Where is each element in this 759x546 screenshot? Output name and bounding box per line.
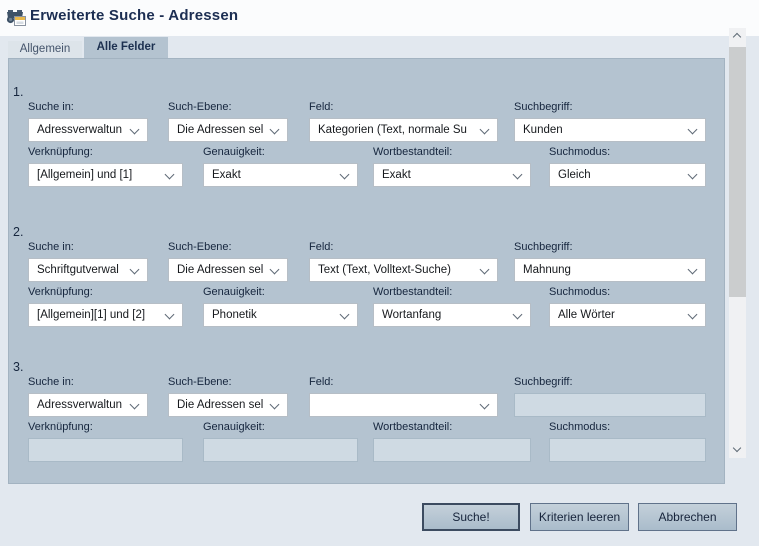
- wortbestandteil-label: Wortbestandteil:: [373, 421, 453, 433]
- suchbegriff-label: Suchbegriff:: [514, 241, 573, 253]
- verknuepfung-label: Verknüpfung:: [28, 146, 93, 158]
- verknuepfung-select[interactable]: [Allgemein][1] und [2]: [28, 303, 183, 327]
- suchbegriff-combobox[interactable]: Kunden: [514, 118, 706, 142]
- dialog-title: Erweiterte Suche - Adressen: [30, 7, 239, 24]
- chevron-down-icon: [129, 264, 140, 275]
- chevron-down-icon: [479, 124, 490, 135]
- chevron-down-icon: [269, 124, 280, 135]
- section-number: 3.: [13, 360, 24, 374]
- genauigkeit-label: Genauigkeit:: [203, 286, 265, 298]
- criteria-section-2: 2. Suche in: Schriftgutverwal Such-Ebene…: [9, 225, 724, 335]
- verknuepfung-field-disabled: [28, 438, 183, 462]
- tab-allgemein[interactable]: Allgemein: [8, 41, 82, 58]
- wortbestandteil-field-disabled: [373, 438, 531, 462]
- such-ebene-select[interactable]: Die Adressen sel: [168, 393, 288, 417]
- such-ebene-select[interactable]: Die Adressen sel: [168, 118, 288, 142]
- suchbegriff-label: Suchbegriff:: [514, 376, 573, 388]
- suchbegriff-label: Suchbegriff:: [514, 101, 573, 113]
- chevron-down-icon: [269, 399, 280, 410]
- chevron-down-icon: [687, 169, 698, 180]
- kriterien-leeren-button[interactable]: Kriterien leeren: [530, 503, 629, 531]
- suchmodus-select[interactable]: Gleich: [549, 163, 706, 187]
- chevron-down-icon: [164, 169, 175, 180]
- wortbestandteil-label: Wortbestandteil:: [373, 146, 453, 158]
- abbrechen-button[interactable]: Abbrechen: [638, 503, 737, 531]
- scrollbar-thumb[interactable]: [729, 47, 746, 297]
- such-ebene-select[interactable]: Die Adressen sel: [168, 258, 288, 282]
- suchmodus-label: Suchmodus:: [549, 286, 611, 298]
- feld-select[interactable]: Kategorien (Text, normale Su: [309, 118, 498, 142]
- search-addresses-icon: [6, 10, 26, 26]
- wortbestandteil-label: Wortbestandteil:: [373, 286, 453, 298]
- such-ebene-label: Such-Ebene:: [168, 376, 232, 388]
- suche-in-select[interactable]: Adressverwaltun: [28, 118, 148, 142]
- such-ebene-label: Such-Ebene:: [168, 101, 232, 113]
- criteria-section-1: 1. Suche in: Adressverwaltun Such-Ebene:…: [9, 85, 724, 195]
- scroll-down-button[interactable]: [729, 442, 746, 458]
- chevron-down-icon: [687, 124, 698, 135]
- suche-in-select[interactable]: Adressverwaltun: [28, 393, 148, 417]
- such-ebene-label: Such-Ebene:: [168, 241, 232, 253]
- dialog-header: Erweiterte Suche - Adressen: [0, 0, 759, 36]
- suche-button[interactable]: Suche!: [422, 503, 520, 531]
- section-number: 2.: [13, 225, 24, 239]
- feld-label: Feld:: [309, 376, 334, 388]
- suchmodus-label: Suchmodus:: [549, 146, 611, 158]
- chevron-down-icon: [687, 264, 698, 275]
- wortbestandteil-select[interactable]: Wortanfang: [373, 303, 531, 327]
- suchbegriff-combobox[interactable]: Mahnung: [514, 258, 706, 282]
- section-number: 1.: [13, 85, 24, 99]
- genauigkeit-field-disabled: [203, 438, 358, 462]
- chevron-down-icon: [687, 309, 698, 320]
- chevron-down-icon: [339, 169, 350, 180]
- feld-select[interactable]: Text (Text, Volltext-Suche): [309, 258, 498, 282]
- vertical-scrollbar[interactable]: [729, 28, 746, 458]
- suchbegriff-field-disabled: [514, 393, 706, 417]
- chevron-down-icon: [479, 399, 490, 410]
- suche-in-label: Suche in:: [28, 376, 74, 388]
- feld-label: Feld:: [309, 241, 334, 253]
- genauigkeit-label: Genauigkeit:: [203, 146, 265, 158]
- chevron-down-icon: [269, 264, 280, 275]
- suchmodus-label: Suchmodus:: [549, 421, 611, 433]
- search-criteria-panel: 1. Suche in: Adressverwaltun Such-Ebene:…: [8, 58, 725, 484]
- feld-label: Feld:: [309, 101, 334, 113]
- suche-in-select[interactable]: Schriftgutverwal: [28, 258, 148, 282]
- wortbestandteil-select[interactable]: Exakt: [373, 163, 531, 187]
- suchmodus-select[interactable]: Alle Wörter: [549, 303, 706, 327]
- feld-select[interactable]: [309, 393, 498, 417]
- chevron-down-icon: [129, 124, 140, 135]
- chevron-down-icon: [479, 264, 490, 275]
- verknuepfung-label: Verknüpfung:: [28, 421, 93, 433]
- verknuepfung-label: Verknüpfung:: [28, 286, 93, 298]
- genauigkeit-select[interactable]: Exakt: [203, 163, 358, 187]
- genauigkeit-label: Genauigkeit:: [203, 421, 265, 433]
- chevron-down-icon: [512, 309, 523, 320]
- verknuepfung-select[interactable]: [Allgemein] und [1]: [28, 163, 183, 187]
- chevron-up-icon: [732, 32, 742, 42]
- suchmodus-field-disabled: [549, 438, 706, 462]
- scroll-up-button[interactable]: [729, 28, 746, 44]
- chevron-down-icon: [339, 309, 350, 320]
- suche-in-label: Suche in:: [28, 101, 74, 113]
- criteria-section-3: 3. Suche in: Adressverwaltun Such-Ebene:…: [9, 360, 724, 470]
- suche-in-label: Suche in:: [28, 241, 74, 253]
- chevron-down-icon: [512, 169, 523, 180]
- chevron-down-icon: [164, 309, 175, 320]
- tab-alle-felder[interactable]: Alle Felder: [84, 37, 168, 58]
- genauigkeit-select[interactable]: Phonetik: [203, 303, 358, 327]
- chevron-down-icon: [129, 399, 140, 410]
- chevron-down-icon: [732, 443, 742, 453]
